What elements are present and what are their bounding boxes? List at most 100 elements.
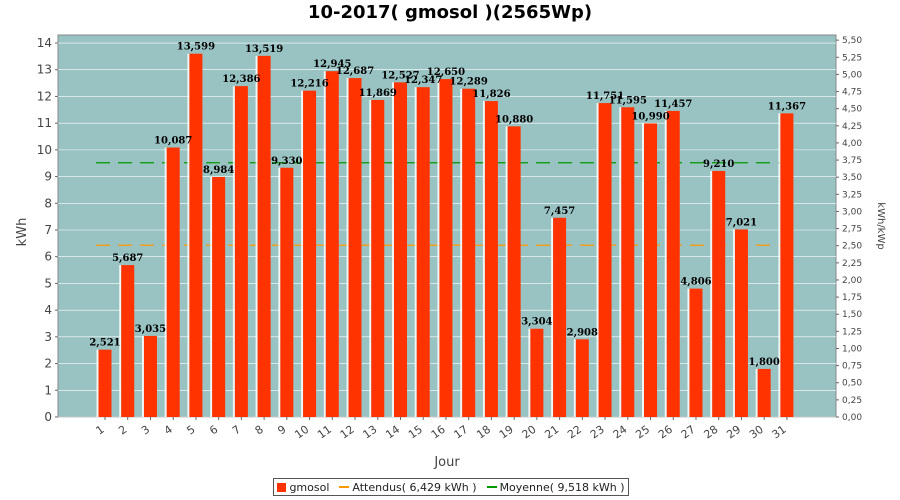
data-label: 5,687	[112, 253, 143, 264]
y-axis-right-label: kWh/kWp	[875, 202, 886, 249]
data-label: 7,457	[544, 206, 575, 217]
x-tick-label: 9	[275, 423, 288, 438]
data-label: 12,386	[222, 74, 260, 85]
bar-highlight	[414, 87, 417, 417]
y-tick-label: 5	[44, 276, 52, 290]
x-tick-label: 6	[207, 423, 220, 438]
data-label: 3,035	[135, 324, 166, 335]
y-right-tick-label: 1,50	[842, 310, 862, 320]
legend-label-gmosol: gmosol	[289, 480, 330, 494]
y-tick-label: 2	[44, 357, 52, 371]
bar-chart: 2,5215,6873,03510,08713,5998,98412,38613…	[15, 34, 886, 470]
bar-highlight	[732, 229, 735, 417]
data-label: 13,599	[177, 42, 215, 53]
legend-label-attendus: Attendus( 6,429 kWh )	[352, 480, 477, 494]
bar-highlight	[187, 53, 190, 417]
data-label: 13,519	[245, 44, 283, 55]
bar-highlight	[164, 147, 167, 417]
y-tick-label: 7	[44, 223, 52, 237]
x-tick-label: 20	[520, 423, 539, 442]
bar	[280, 167, 294, 417]
bar	[666, 110, 680, 418]
x-tick-label: 18	[474, 423, 493, 442]
y-tick-label: 14	[37, 36, 52, 50]
x-axis-label: Jour	[433, 455, 460, 470]
bar-highlight	[755, 368, 758, 417]
bar-highlight	[437, 79, 440, 418]
y-tick-label: 11	[37, 116, 52, 130]
legend-label-moyenne: Moyenne( 9,518 kWh )	[499, 480, 625, 494]
x-tick-label: 2	[116, 423, 129, 438]
bar-highlight	[505, 126, 508, 418]
x-tick-label: 11	[315, 423, 334, 442]
legend: gmosol Attendus( 6,429 kWh ) Moyenne( 9,…	[273, 478, 629, 496]
bar	[712, 170, 726, 417]
bar	[393, 82, 407, 417]
x-tick-label: 4	[162, 423, 175, 438]
bar	[484, 101, 498, 417]
data-label: 10,087	[154, 136, 192, 147]
y-right-tick-label: 3,75	[842, 156, 862, 166]
bar-highlight	[369, 99, 372, 417]
bars	[96, 53, 794, 418]
x-tick-label: 23	[588, 423, 607, 442]
data-label: 10,880	[495, 114, 533, 125]
chart-title: 10-2017( gmosol )(2565Wp)	[307, 2, 593, 23]
x-tick-label: 22	[565, 423, 584, 442]
y-right-tick-label: 0,00	[842, 413, 862, 423]
data-label: 12,650	[427, 67, 465, 78]
x-tick-label: 8	[253, 423, 266, 438]
bar-highlight	[278, 167, 281, 417]
bar-highlight	[391, 82, 394, 417]
bar-highlight	[346, 78, 349, 417]
legend-item-moyenne: Moyenne( 9,518 kWh )	[486, 480, 625, 494]
y-tick-label: 10	[37, 143, 52, 157]
bar-highlight	[460, 88, 463, 417]
bar-highlight	[664, 110, 667, 418]
bar-highlight	[619, 107, 622, 418]
data-label: 7,021	[726, 217, 757, 228]
data-label: 10,990	[631, 111, 669, 122]
y-right-tick-label: 0,50	[842, 379, 862, 389]
data-label: 11,367	[768, 101, 806, 112]
bar	[462, 88, 476, 417]
y-right-tick-label: 2,25	[842, 259, 862, 269]
bar-highlight	[210, 177, 213, 417]
data-label: 3,304	[521, 317, 552, 328]
y-axis-right-ticks: 0,00 0,25 0,50 0,75 1,00 1,25 1,50 1,75 2,00 2,25…	[836, 36, 862, 423]
bar-highlight	[119, 265, 122, 417]
bar-highlight	[141, 335, 144, 417]
bar-highlight	[687, 288, 690, 417]
x-tick-label: 3	[139, 423, 152, 438]
bar-highlight	[551, 217, 554, 417]
bar-highlight	[573, 339, 576, 417]
y-right-tick-label: 4,50	[842, 105, 862, 115]
y-right-tick-label: 5,50	[842, 36, 862, 46]
y-right-tick-label: 3,50	[842, 173, 862, 183]
bar	[598, 103, 612, 418]
data-label: 4,806	[680, 277, 711, 288]
x-tick-label: 24	[611, 423, 630, 442]
bar	[780, 113, 794, 417]
bar	[575, 339, 589, 417]
y-right-tick-label: 4,25	[842, 122, 862, 132]
y-right-tick-label: 2,50	[842, 242, 862, 252]
x-tick-label: 16	[429, 423, 448, 442]
bar	[757, 368, 771, 417]
bar-highlight	[710, 170, 713, 417]
x-tick-label: 10	[292, 423, 311, 442]
bar-highlight	[323, 71, 326, 417]
bar-highlight	[778, 113, 781, 417]
legend-swatch-gmosol	[277, 482, 287, 492]
data-label: 2,908	[567, 327, 598, 338]
bar	[689, 288, 703, 417]
data-label: 11,457	[654, 99, 692, 110]
data-label: 9,330	[271, 156, 302, 167]
y-tick-label: 4	[44, 303, 52, 317]
bar	[530, 328, 544, 417]
data-label: 12,945	[313, 59, 351, 70]
y-right-tick-label: 1,75	[842, 293, 862, 303]
bar	[189, 53, 203, 417]
bar-highlight	[255, 55, 258, 418]
y-right-tick-label: 5,00	[842, 70, 862, 80]
